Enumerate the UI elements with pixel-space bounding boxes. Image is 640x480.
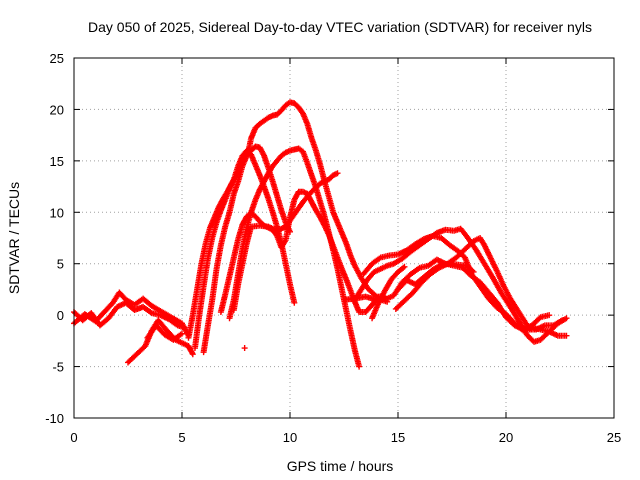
data-point <box>189 351 196 358</box>
chart-title: Day 050 of 2025, Sidereal Day-to-day VTE… <box>88 19 592 35</box>
data-point <box>563 332 570 339</box>
data-point <box>469 267 476 274</box>
series-trace-2 <box>71 289 192 339</box>
grid-lines <box>74 58 614 418</box>
x-tick-label: 20 <box>499 430 513 445</box>
series-trace-7 <box>200 143 293 356</box>
y-tick-label: -10 <box>45 411 64 426</box>
series-trace-4 <box>144 322 185 343</box>
y-tick-label: 20 <box>50 102 64 117</box>
y-axis-label: SDTVAR / TECUs <box>6 182 22 294</box>
x-tick-label: 10 <box>283 430 297 445</box>
data-point <box>546 312 553 319</box>
y-tick-label: 15 <box>50 154 64 169</box>
y-tick-label: 0 <box>57 308 64 323</box>
data-point <box>563 315 570 322</box>
series-isolated <box>241 345 248 352</box>
x-tick-label: 0 <box>70 430 77 445</box>
x-axis-label: GPS time / hours <box>287 458 394 474</box>
series-trace-10 <box>230 170 341 313</box>
plot-frame <box>73 57 615 419</box>
data-point <box>401 263 408 270</box>
series-trace-9 <box>226 145 363 370</box>
data-point <box>470 268 477 275</box>
data-point <box>241 345 248 352</box>
x-tick-label: 5 <box>178 430 185 445</box>
y-tick-label: 25 <box>50 51 64 66</box>
y-tick-label: -5 <box>52 360 64 375</box>
data-markers <box>71 99 570 370</box>
series-trace-6 <box>191 147 298 352</box>
data-point <box>291 299 298 306</box>
data-point <box>179 330 185 337</box>
data-point <box>400 264 407 271</box>
series-trace-16 <box>395 260 477 293</box>
series-trace-15 <box>369 263 408 322</box>
y-tick-label: 10 <box>50 205 64 220</box>
data-point <box>356 363 363 370</box>
data-point <box>334 170 341 177</box>
x-tick-label: 15 <box>391 430 405 445</box>
data-point <box>559 317 566 324</box>
y-tick-label: 5 <box>57 257 64 272</box>
axis-ticks: 0 5 10 15 20 25 -10 -5 0 5 10 15 20 25 <box>45 51 621 445</box>
x-tick-label: 25 <box>607 430 621 445</box>
